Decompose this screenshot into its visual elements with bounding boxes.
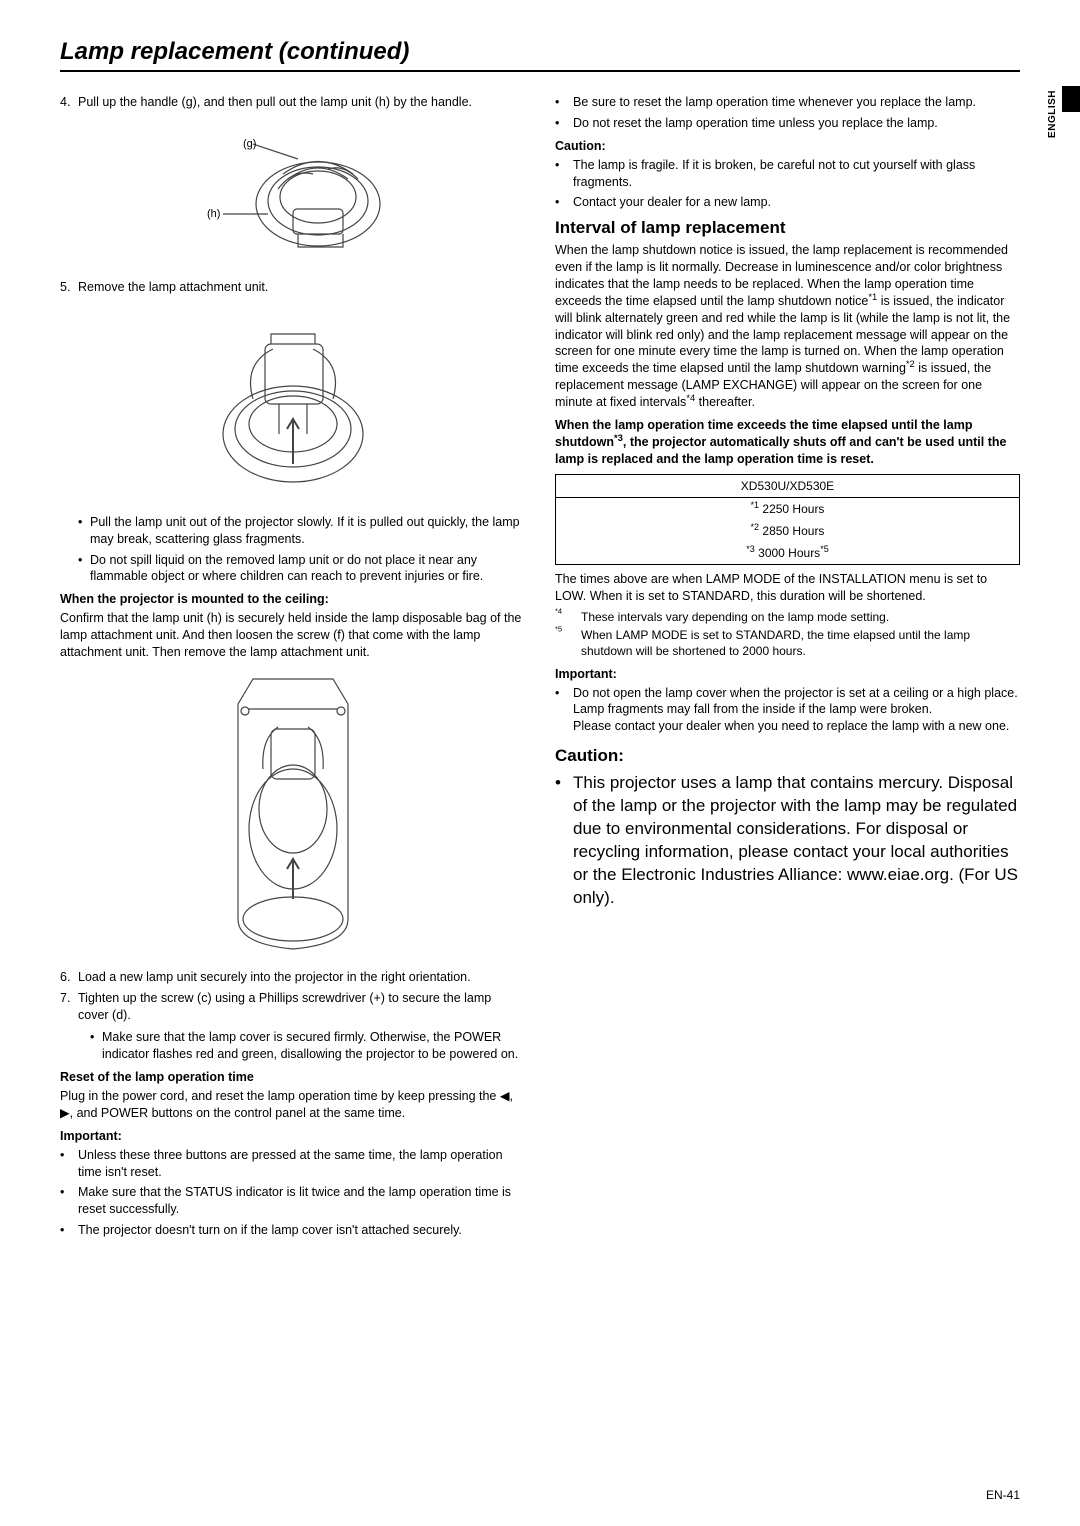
arrow-sep: , bbox=[509, 1089, 512, 1103]
bullet-dot: • bbox=[60, 1222, 78, 1239]
big-caution-bullet: • This projector uses a lamp that contai… bbox=[555, 772, 1020, 910]
fig-label-h: (h) bbox=[207, 208, 220, 220]
step5-bullets: •Pull the lamp unit out of the projector… bbox=[78, 514, 525, 586]
bullet-dot: • bbox=[555, 94, 573, 111]
bullet-dot: • bbox=[555, 194, 573, 211]
table-r1-val: 2250 Hours bbox=[759, 502, 824, 516]
ceiling-head: When the projector is mounted to the cei… bbox=[60, 591, 525, 608]
step-6-num: 6. bbox=[60, 969, 78, 986]
reset-text-b: , and POWER buttons on the control panel… bbox=[70, 1106, 406, 1120]
bullet-dot: • bbox=[90, 1029, 102, 1063]
bullet-dot: • bbox=[60, 1147, 78, 1181]
table-r3-sup-b: *5 bbox=[820, 544, 829, 554]
fn5-text: When LAMP MODE is set to STANDARD, the t… bbox=[581, 627, 1020, 659]
table-r2-val: 2850 Hours bbox=[759, 524, 824, 538]
table-model: XD530U/XD530E bbox=[556, 475, 1019, 498]
reset-head: Reset of the lamp operation time bbox=[60, 1069, 525, 1086]
language-tab: ENGLISH bbox=[1047, 90, 1058, 138]
step-5-num: 5. bbox=[60, 279, 78, 296]
bullet-dot: • bbox=[60, 1184, 78, 1218]
step-5: 5. Remove the lamp attachment unit. bbox=[60, 279, 525, 296]
step-7-text: Tighten up the screw (c) using a Phillip… bbox=[78, 990, 525, 1024]
caution-big-head: Caution: bbox=[555, 745, 1020, 768]
table-r3-sup-a: *3 bbox=[746, 544, 755, 554]
language-marker bbox=[1062, 86, 1080, 112]
top-b2: Do not reset the lamp operation time unl… bbox=[573, 115, 938, 132]
imp-right-1a: Do not open the lamp cover when the proj… bbox=[573, 686, 1018, 717]
imp-left-3: The projector doesn't turn on if the lam… bbox=[78, 1222, 462, 1239]
hours-table: XD530U/XD530E *1 2250 Hours *2 2850 Hour… bbox=[555, 474, 1020, 566]
table-r1-sup: *1 bbox=[751, 500, 760, 510]
ceiling-text: Confirm that the lamp unit (h) is secure… bbox=[60, 610, 525, 661]
fn4: *4 These intervals vary depending on the… bbox=[555, 609, 1020, 625]
step-4-text: Pull up the handle (g), and then pull ou… bbox=[78, 94, 525, 111]
important-head-right: Important: bbox=[555, 666, 1020, 683]
bold-para-b: , the projector automatically shuts off … bbox=[555, 435, 1006, 466]
interval-head: Interval of lamp replacement bbox=[555, 217, 1020, 240]
fig-label-g: (g) bbox=[243, 138, 256, 150]
fn5: *5 When LAMP MODE is set to STANDARD, th… bbox=[555, 627, 1020, 659]
left-column: 4. Pull up the handle (g), and then pull… bbox=[60, 94, 525, 1243]
figure-ceiling-mount bbox=[60, 669, 525, 959]
bullet-dot: • bbox=[555, 685, 573, 736]
top-b1: Be sure to reset the lamp operation time… bbox=[573, 94, 976, 111]
step-5-text: Remove the lamp attachment unit. bbox=[78, 279, 525, 296]
important-bullets-left: •Unless these three buttons are pressed … bbox=[60, 1147, 525, 1239]
fn4-text: These intervals vary depending on the la… bbox=[581, 609, 889, 625]
important-bullets-right: • Do not open the lamp cover when the pr… bbox=[555, 685, 1020, 736]
table-r2: *2 2850 Hours bbox=[556, 520, 1019, 542]
step-4-num: 4. bbox=[60, 94, 78, 111]
bullet-dot: • bbox=[555, 115, 573, 132]
bullet-dot: • bbox=[78, 552, 90, 586]
step7-sub-text: Make sure that the lamp cover is secured… bbox=[102, 1029, 525, 1063]
page-title: Lamp replacement (continued) bbox=[60, 38, 1020, 72]
bold-para-sup: *3 bbox=[614, 433, 623, 443]
caution-bullets: •The lamp is fragile. If it is broken, b… bbox=[555, 157, 1020, 212]
imp-right-1: Do not open the lamp cover when the proj… bbox=[573, 685, 1020, 736]
fn4-mark: *4 bbox=[555, 607, 562, 616]
caution-1: The lamp is fragile. If it is broken, be… bbox=[573, 157, 1020, 191]
reset-text: Plug in the power cord, and reset the la… bbox=[60, 1088, 525, 1122]
big-caution-text: This projector uses a lamp that contains… bbox=[573, 772, 1020, 910]
caution-head: Caution: bbox=[555, 138, 1020, 155]
step-4: 4. Pull up the handle (g), and then pull… bbox=[60, 94, 525, 111]
step5-bullet1: Pull the lamp unit out of the projector … bbox=[90, 514, 525, 548]
bullet-dot: • bbox=[555, 157, 573, 191]
step-6: 6. Load a new lamp unit securely into th… bbox=[60, 969, 525, 986]
top-bullets: •Be sure to reset the lamp operation tim… bbox=[555, 94, 1020, 132]
bullet-dot: • bbox=[555, 772, 573, 910]
right-arrow-icon: ▶ bbox=[60, 1106, 70, 1120]
table-r3: *3 3000 Hours*5 bbox=[556, 542, 1019, 564]
caution-2: Contact your dealer for a new lamp. bbox=[573, 194, 771, 211]
step7-sub: •Make sure that the lamp cover is secure… bbox=[90, 1029, 525, 1063]
important-head-left: Important: bbox=[60, 1128, 525, 1145]
step-7: 7. Tighten up the screw (c) using a Phil… bbox=[60, 990, 525, 1024]
table-r1: *1 2250 Hours bbox=[556, 498, 1019, 520]
content-columns: 4. Pull up the handle (g), and then pull… bbox=[60, 94, 1020, 1243]
step5-bullet2: Do not spill liquid on the removed lamp … bbox=[90, 552, 525, 586]
imp-left-1: Unless these three buttons are pressed a… bbox=[78, 1147, 525, 1181]
reset-text-a: Plug in the power cord, and reset the la… bbox=[60, 1089, 500, 1103]
page-number: EN-41 bbox=[986, 1488, 1020, 1502]
bullet-dot: • bbox=[78, 514, 90, 548]
figure-lamp-handle: (g) (h) bbox=[60, 119, 525, 269]
right-column: •Be sure to reset the lamp operation tim… bbox=[555, 94, 1020, 1243]
table-r3-val: 3000 Hours bbox=[755, 546, 820, 560]
fn5-mark: *5 bbox=[555, 625, 562, 634]
interval-para: When the lamp shutdown notice is issued,… bbox=[555, 242, 1020, 411]
imp-left-2: Make sure that the STATUS indicator is l… bbox=[78, 1184, 525, 1218]
step-6-text: Load a new lamp unit securely into the p… bbox=[78, 969, 525, 986]
table-r2-sup: *2 bbox=[751, 522, 760, 532]
figure-lamp-remove bbox=[60, 304, 525, 504]
imp-right-1b: Please contact your dealer when you need… bbox=[573, 719, 1009, 733]
step-7-num: 7. bbox=[60, 990, 78, 1024]
bold-shutdown-para: When the lamp operation time exceeds the… bbox=[555, 417, 1020, 468]
times-note: The times above are when LAMP MODE of th… bbox=[555, 571, 1020, 605]
